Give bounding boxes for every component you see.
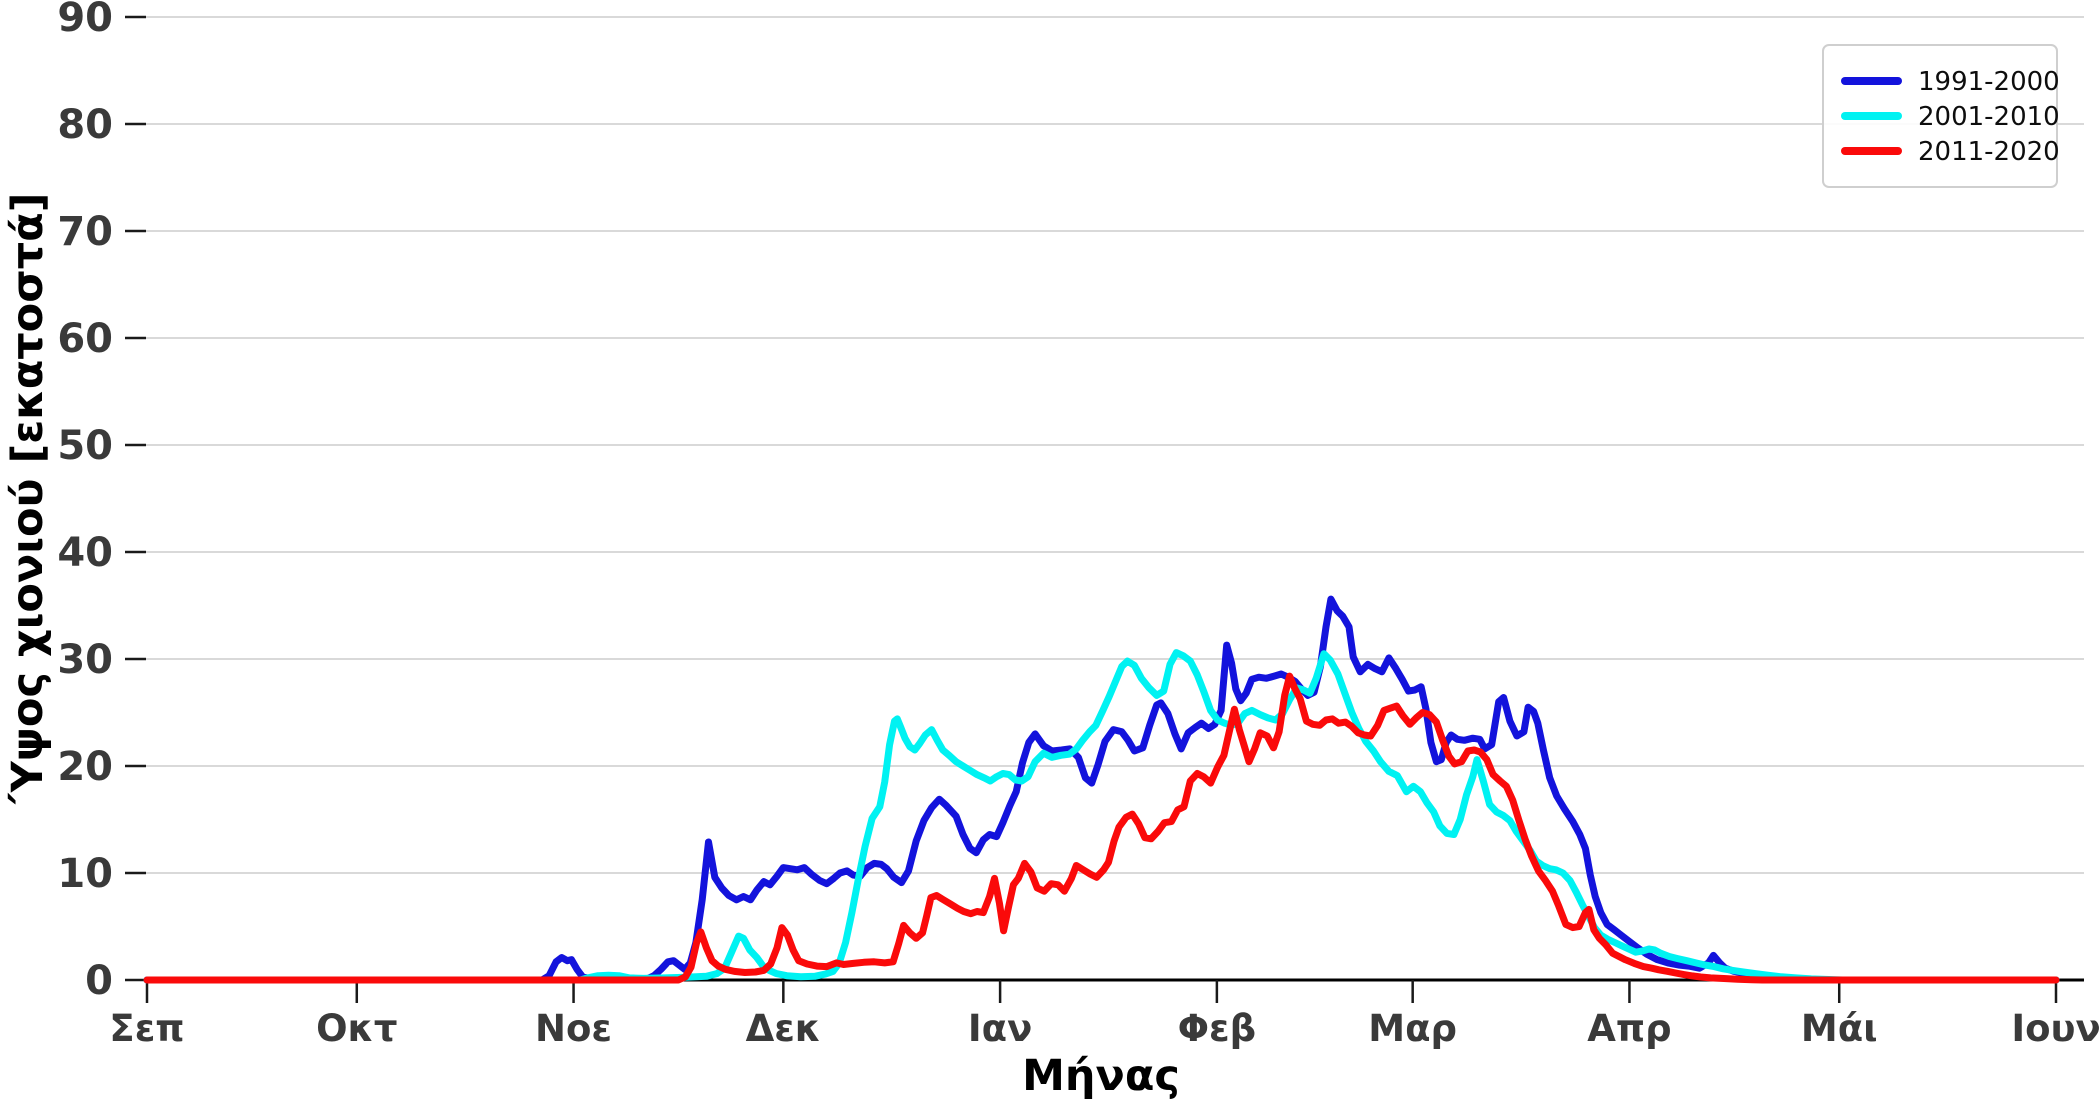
y-tick-label-90: 90	[57, 0, 113, 41]
legend-label-1991-2000: 1991-2000	[1918, 67, 2060, 97]
y-tick-label-70: 70	[57, 209, 113, 255]
y-tick-label-50: 50	[57, 423, 113, 469]
y-tick-label-60: 60	[57, 316, 113, 362]
y-tick-label-20: 20	[57, 744, 113, 790]
y-tick-label-40: 40	[57, 530, 113, 576]
x-tick-label-Σεπ: Σεπ	[109, 1007, 184, 1050]
y-tick-label-80: 80	[57, 102, 113, 148]
axes: 0 10 20 30 40 50 60 70 80 90 Σεπ Οκτ Νοε Δεκ Ιαν Φεβ Μαρ…	[57, 0, 2100, 1050]
x-tick-label-Οκτ: Οκτ	[316, 1007, 397, 1050]
x-tick-label-Νοε: Νοε	[535, 1007, 612, 1050]
series-line-1991-2000	[143, 595, 2060, 984]
series-line-2011-2020	[143, 672, 2060, 984]
x-tick-label-Δεκ: Δεκ	[746, 1007, 822, 1050]
legend-label-2001-2010: 2001-2010	[1918, 102, 2060, 132]
y-tick-label-10: 10	[57, 851, 113, 897]
x-axis-title: Μήνας	[1022, 1051, 1180, 1101]
legend-label-2011-2020: 2011-2020	[1918, 137, 2060, 167]
x-tick-label-Ιαν: Ιαν	[968, 1007, 1032, 1050]
x-tick-label-Ιουν: Ιουν	[2011, 1007, 2100, 1050]
gridlines	[146, 16, 2084, 874]
x-tick-label-Απρ: Απρ	[1587, 1007, 1671, 1050]
series-line-2001-2010	[143, 649, 2060, 984]
y-tick-label-0: 0	[85, 958, 113, 1004]
x-tick-label-Μαρ: Μαρ	[1368, 1007, 1457, 1050]
series-lines	[143, 595, 2060, 984]
y-tick-label-30: 30	[57, 637, 113, 683]
legend: 1991-2000 2001-2010 2011-2020	[1822, 44, 2060, 188]
x-tick-label-Μάι: Μάι	[1801, 1007, 1878, 1050]
x-tick-label-Φεβ: Φεβ	[1178, 1007, 1257, 1050]
y-axis-title: Ύψος χιονιού [εκατοστά]	[3, 193, 53, 806]
